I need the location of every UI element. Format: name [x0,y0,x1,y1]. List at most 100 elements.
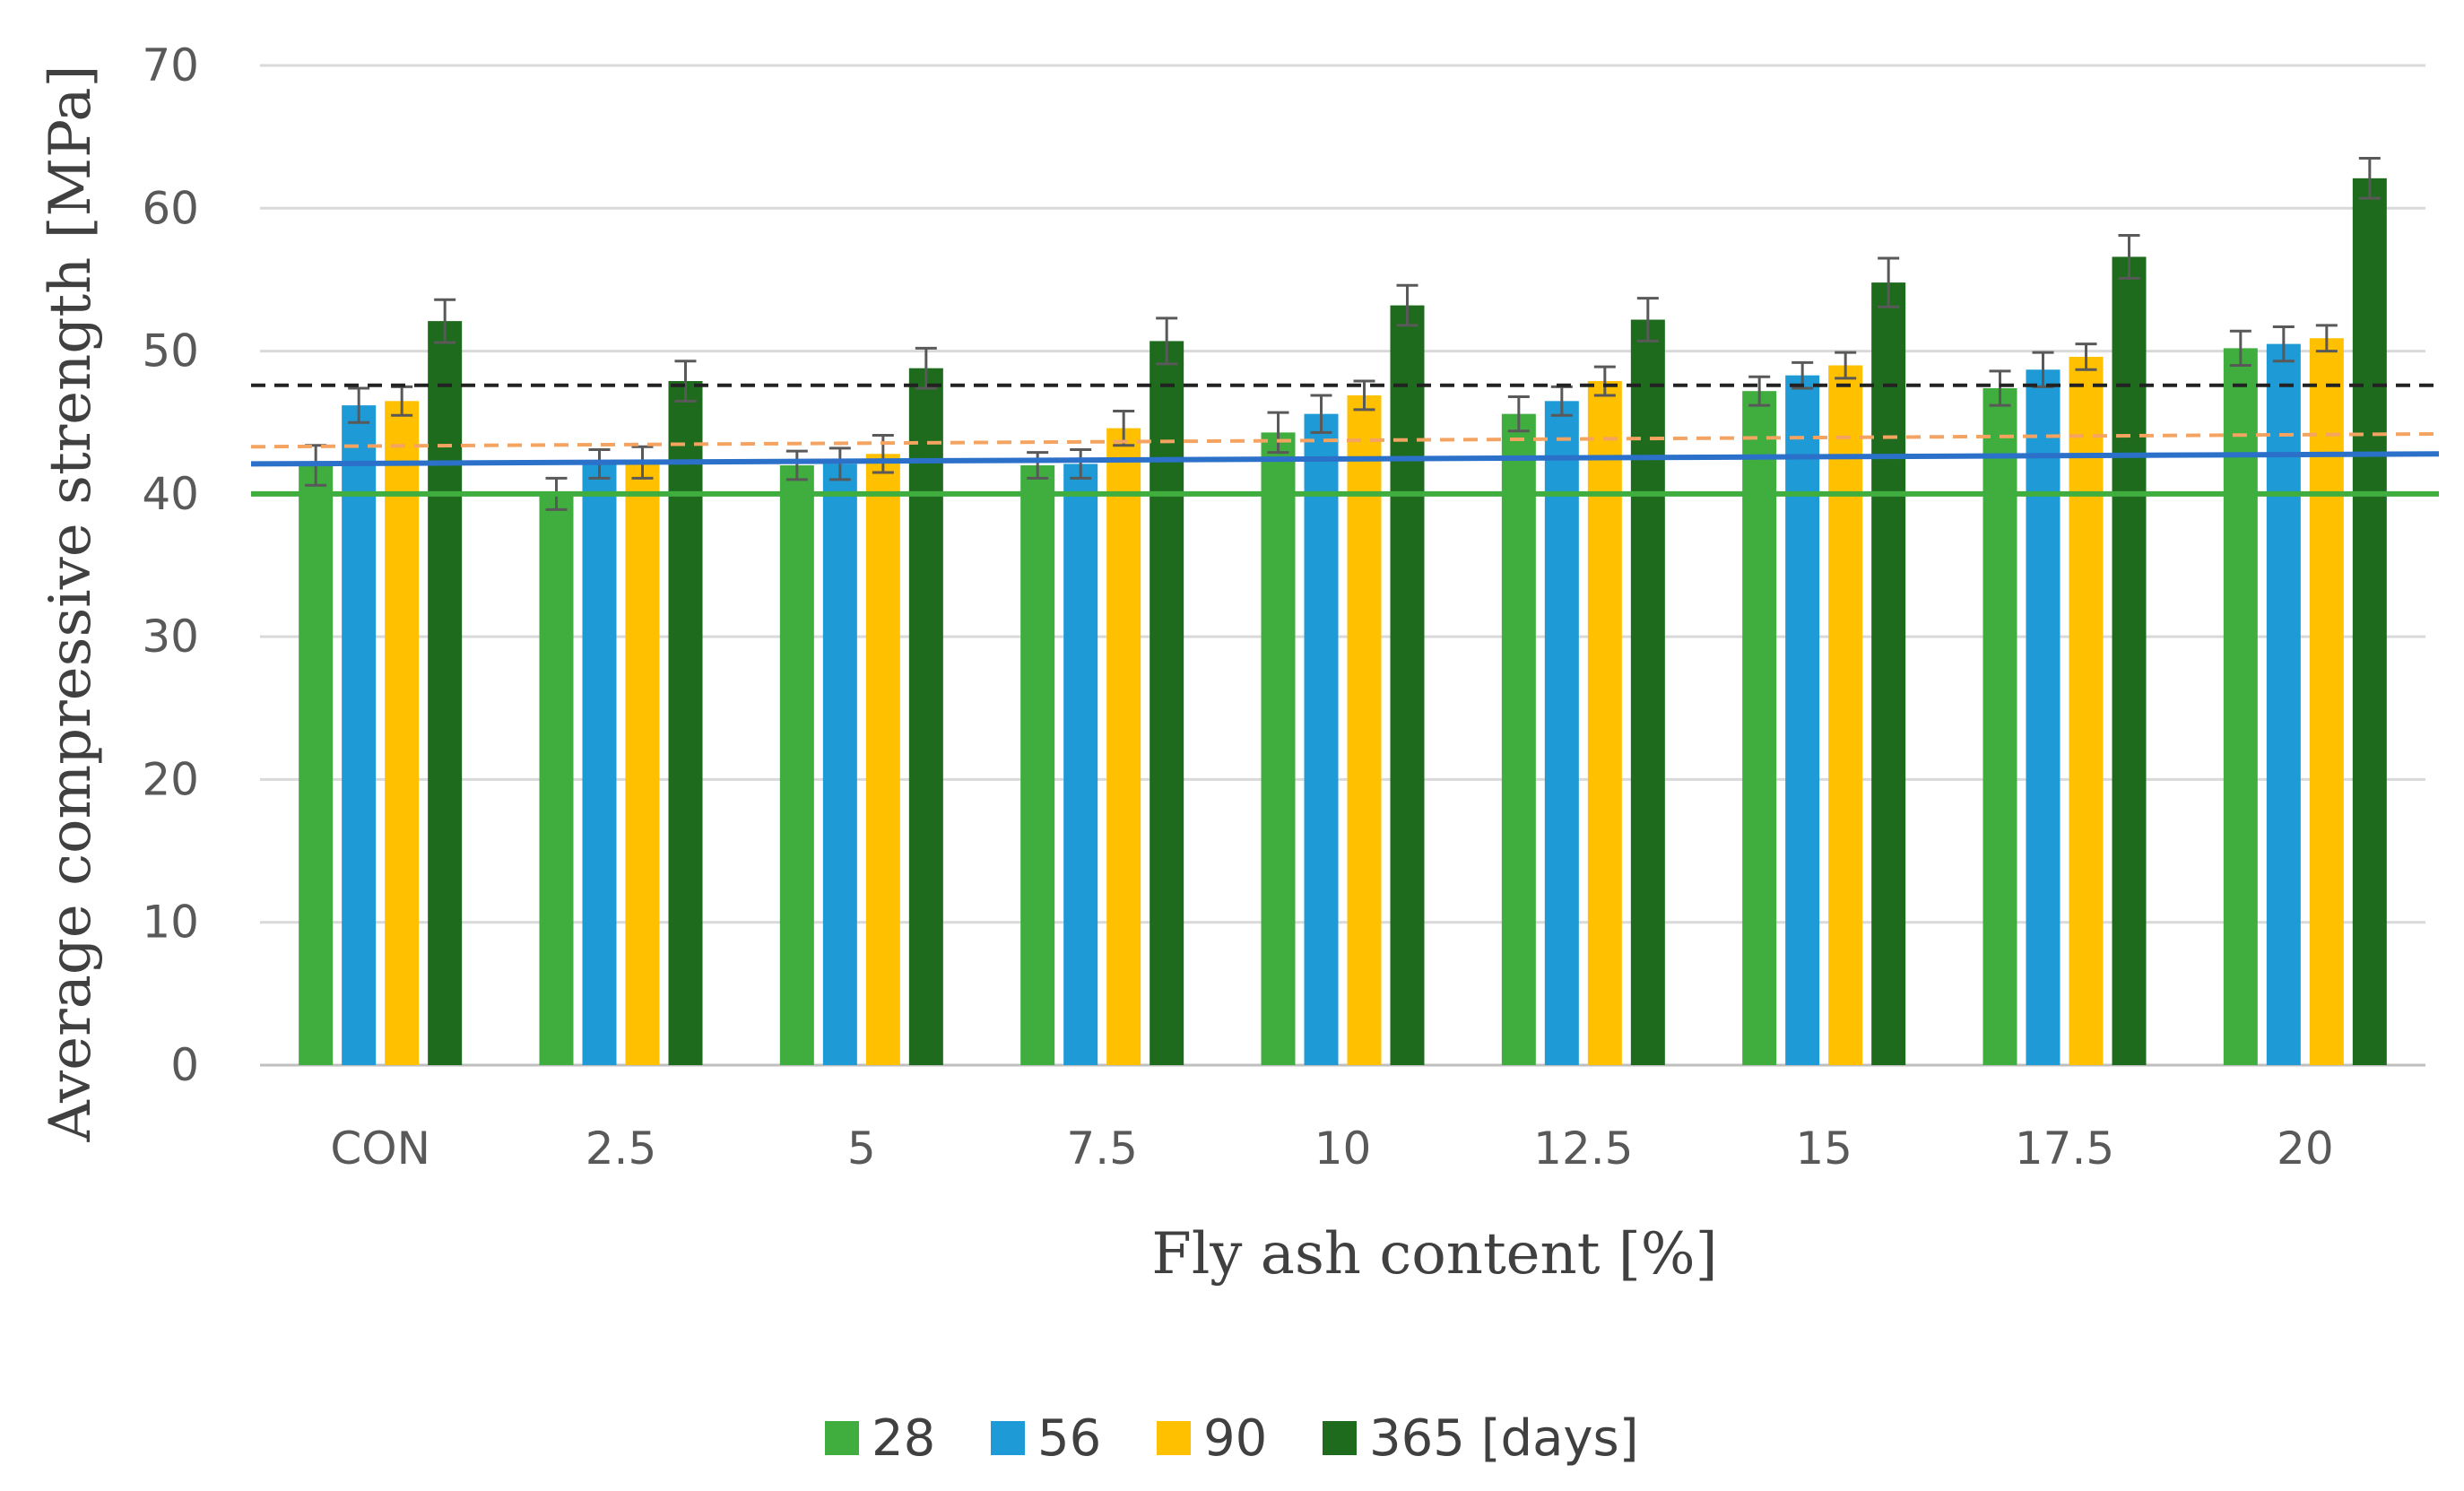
bar [865,454,900,1065]
bar [539,493,574,1065]
bar [625,462,660,1065]
bar [1063,464,1098,1065]
bar [1106,428,1141,1066]
legend: 28 56 90 365 [days] [825,1409,1639,1468]
bar [1347,394,1382,1065]
legend-label: 90 [1203,1409,1267,1468]
error-bar [1156,316,1178,366]
error-bar [2272,325,2295,363]
error-bar [2315,324,2338,353]
bar [1501,413,1536,1066]
bar [1587,381,1622,1065]
bar [1630,319,1665,1065]
bar [1871,282,1906,1066]
x-axis-title: Fly ash content [%] [1151,1221,1717,1287]
legend-label: 56 [1037,1409,1101,1468]
error-bar [1027,451,1049,480]
error-bar [2229,329,2251,367]
y-tick-label: 70 [142,39,199,91]
bar [1150,341,1184,1066]
error-bar [1310,394,1332,434]
bars [299,178,2387,1066]
error-bar [2075,342,2097,371]
bar [2112,256,2147,1065]
error-bar [434,298,456,344]
reference-lines [250,383,2440,497]
legend-swatch [825,1421,859,1455]
legend-label: 28 [872,1409,935,1468]
legend-swatch [991,1421,1025,1455]
error-bar [1636,297,1659,342]
error-bar [1748,375,1771,407]
error-bar [1989,369,2011,407]
bar [1785,375,1820,1065]
x-tick-label: 20 [2277,1123,2334,1175]
x-axis-ticks: CON 2.5 5 7.5 10 12.5 15 17.5 20 [330,1123,2333,1175]
legend-entry: 365 [days] [1323,1409,1639,1468]
legend-entry: 28 [825,1409,935,1468]
y-tick-label: 10 [142,897,199,949]
y-tick-label: 50 [142,325,199,377]
error-bar [785,449,808,481]
x-tick-label: CON [330,1123,430,1175]
error-bar [1396,283,1419,327]
error-bar [1353,379,1375,412]
y-tick-label: 30 [142,611,199,663]
error-bar [829,446,851,481]
bar [779,465,814,1065]
error-bars [305,157,2381,511]
bar [385,401,420,1066]
bar [1828,365,1863,1065]
bar [908,368,943,1066]
legend-swatch [1157,1421,1191,1455]
bar [2223,348,2258,1065]
bar [1982,387,2017,1065]
bar [299,465,334,1065]
error-bar [1878,256,1900,308]
legend-label: 365 [days] [1369,1409,1639,1468]
error-bar [915,346,937,390]
error-bar [2118,234,2140,280]
error-bar [1267,411,1289,455]
y-axis-title: Average compressive strength [MPa] [38,65,104,1143]
y-axis-ticks: 0 10 20 30 40 50 60 70 [142,39,199,1091]
bar [2352,178,2387,1066]
bar [342,405,377,1066]
bar [2309,338,2344,1065]
legend-entry: 56 [991,1409,1101,1468]
y-tick-label: 40 [142,468,199,520]
bar [2266,343,2301,1065]
error-bar [1113,409,1135,447]
x-tick-label: 12.5 [1533,1123,1633,1175]
x-tick-label: 15 [1795,1123,1852,1175]
error-bar [1070,447,1092,480]
bar [822,464,857,1065]
bar [1742,391,1777,1066]
bar [428,321,463,1065]
error-bar [674,360,697,403]
bar [1390,305,1425,1066]
error-bar [1507,395,1530,433]
bar [2069,356,2104,1065]
legend-entry: 90 [1157,1409,1267,1468]
bar [1261,432,1296,1066]
x-tick-label: 10 [1314,1123,1372,1175]
x-tick-label: 17.5 [2015,1123,2114,1175]
bar [1020,465,1055,1065]
error-bar [2358,157,2381,200]
error-bar [348,386,370,424]
y-tick-label: 60 [142,182,199,234]
bar [1304,413,1339,1066]
bar [582,464,617,1065]
bar [2026,369,2061,1065]
legend-swatch [1323,1421,1357,1455]
bar [1544,401,1579,1066]
x-tick-label: 7.5 [1066,1123,1138,1175]
error-bar [1593,365,1616,397]
error-bar [1835,351,1857,380]
reference-line [250,431,2440,449]
bar [668,381,703,1065]
x-tick-label: 5 [847,1123,876,1175]
y-tick-label: 20 [142,753,199,805]
